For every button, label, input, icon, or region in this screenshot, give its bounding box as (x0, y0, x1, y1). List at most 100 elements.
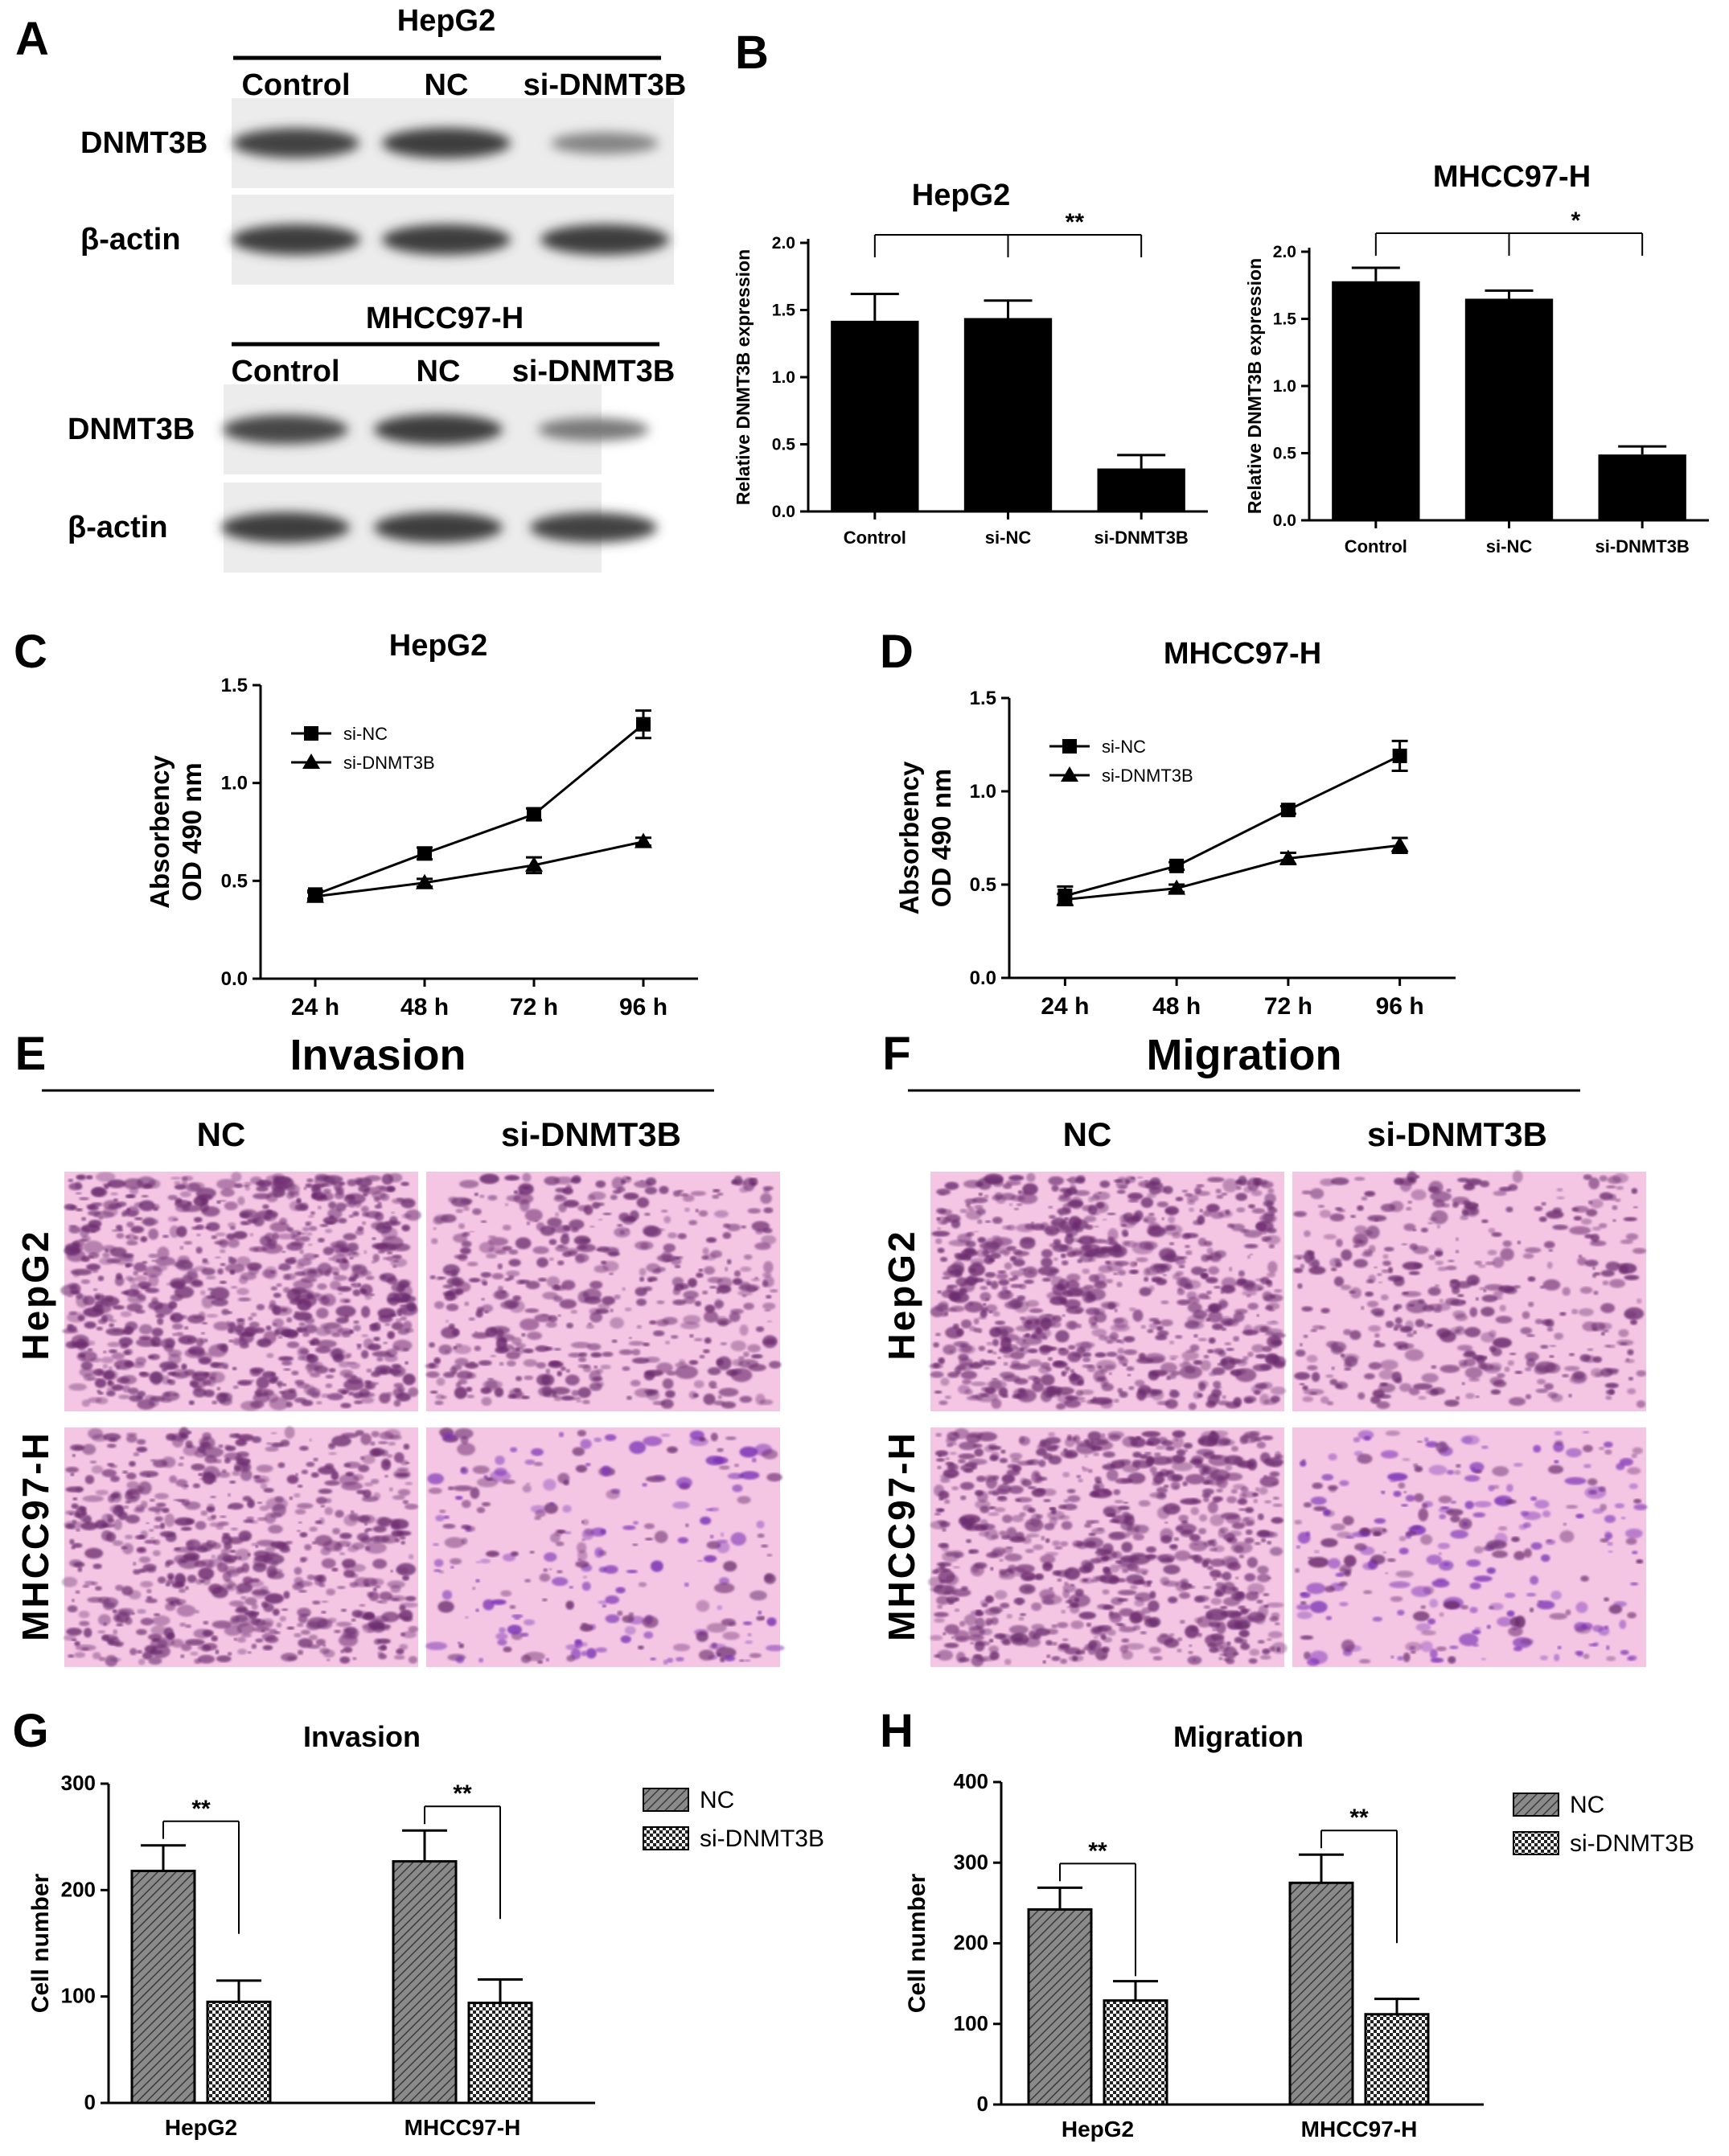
panel-d-mhcc97h-line-chart: MHCC97-H 0.0 0.5 1.0 1.5 Absorbency OD 490 nm 2… (894, 637, 1456, 1020)
bar-B2-2 (1598, 454, 1686, 520)
x-tick-label-G-1: MHCC97-H (405, 2115, 521, 2140)
legend-label-C-1: si-DNMT3B (343, 753, 435, 773)
y-tick-label-B1-4: 2.0 (772, 234, 795, 253)
bar-H-1-1 (1364, 2013, 1430, 2106)
bar-H-1-0 (1288, 1881, 1354, 2106)
x-tick-label-B2-2: si-DNMT3B (1595, 536, 1689, 556)
blot-row-label-mhcc-0: DNMT3B (68, 413, 195, 446)
y-axis-label-B1: Relative DNMT3B expression (733, 249, 754, 505)
bar-B2-1 (1464, 298, 1554, 520)
micrograph-invasion-0 (60, 1172, 421, 1411)
y-tick-label-B2-1: 0.5 (1273, 445, 1297, 463)
y-tick-label-B2-3: 1.5 (1273, 310, 1297, 329)
y-axis-label-C-0: Absorbency (145, 754, 175, 908)
y-tick-label-H-1: 100 (954, 2011, 988, 2035)
blot-band-mhcc-0-2 (538, 417, 649, 441)
y-tick-label-B2-4: 2.0 (1273, 243, 1296, 261)
point-C-1-2 (525, 856, 543, 872)
panel-c-hepg2-line-chart: HepG2 0.0 0.5 1.0 1.5 Absorbency OD 490 nm 24 h… (145, 629, 698, 1021)
panel-letters: A B C D E F G H (12, 13, 914, 1757)
bar-H-0-0 (1027, 1908, 1093, 2106)
x-tick-label-B2-0: Control (1345, 536, 1407, 556)
y-tick-label-G-1: 100 (61, 1984, 96, 2008)
blot-lane-label-hepg2-1: NC (425, 68, 469, 102)
legend-label-G-1: si-DNMT3B (700, 1825, 824, 1852)
blot-band-mhcc-1-1 (374, 512, 503, 543)
y-tick-label-G-2: 200 (61, 1877, 96, 1901)
blot-band-hepg2-0-1 (382, 128, 511, 158)
micrograph-invasion-1 (425, 1172, 782, 1411)
y-tick-label-H-0: 0 (977, 2092, 988, 2116)
blot-band-hepg2-0-0 (232, 128, 359, 158)
y-axis-label-D-1: OD 490 nm (926, 769, 956, 907)
legend-label-D-1: si-DNMT3B (1102, 766, 1193, 786)
series-line-C-0 (314, 723, 644, 896)
panel-e-invasion-micrographs: Invasion NC si-DNMT3B HepG2 MHCC97-H (14, 1031, 785, 1667)
y-axis-label-B2: Relative DNMT3B expression (1244, 258, 1265, 514)
blot-band-mhcc-0-0 (223, 414, 348, 445)
bar-G-1-1 (467, 2002, 533, 2105)
panel-letter-f: F (882, 1028, 910, 1080)
blot-lane-label-hepg2-2: si-DNMT3B (524, 68, 687, 102)
point-C-1-3 (635, 832, 652, 848)
micro-col-label-migration-0: NC (1063, 1115, 1112, 1153)
micro-col-label-invasion-1: si-DNMT3B (501, 1115, 681, 1153)
micrograph-migration-0 (929, 1172, 1287, 1411)
x-tick-label-B1-1: si-NC (985, 528, 1032, 548)
x-tick-label-D-2: 72 h (1264, 993, 1312, 1020)
series-line-D-0 (1064, 754, 1401, 897)
y-tick-label-D-0: 0.0 (970, 967, 996, 989)
panel-f-migration-micrographs: Migration NC si-DNMT3B HepG2 MHCC97-H (881, 1031, 1648, 1667)
blot-band-mhcc-0-1 (374, 414, 503, 445)
x-tick-label-C-3: 96 h (619, 994, 667, 1021)
y-tick-label-H-3: 300 (954, 1850, 988, 1874)
y-axis-label-H: Cell number (904, 1873, 930, 2013)
legend-label-D-0: si-NC (1102, 737, 1146, 757)
blot-band-mhcc-1-0 (221, 512, 350, 543)
micro-row-label-invasion-0: HepG2 (14, 1229, 56, 1360)
legend-swatch-H-0 (1513, 1793, 1559, 1817)
legend-marker-C-0 (304, 726, 318, 741)
bar-G-0-1 (206, 2000, 272, 2105)
y-tick-label-C-3: 1.5 (221, 675, 248, 696)
y-tick-label-B2-2: 1.0 (1273, 377, 1296, 396)
y-tick-label-H-2: 200 (954, 1931, 988, 1955)
x-tick-label-B2-1: si-NC (1486, 536, 1533, 556)
x-tick-label-D-1: 48 h (1152, 993, 1201, 1020)
legend-marker-D-0 (1062, 739, 1077, 754)
y-tick-label-B1-2: 1.0 (772, 368, 795, 387)
blot-lane-label-mhcc-1: NC (417, 355, 461, 388)
y-tick-label-D-1: 0.5 (970, 874, 996, 896)
y-tick-label-G-0: 0 (84, 2090, 96, 2114)
blot-band-hepg2-0-2 (551, 132, 659, 154)
panel-letter-c: C (14, 626, 47, 678)
significance-star-H-0: ** (1088, 1838, 1107, 1864)
blot-row-label-mhcc-1: β-actin (68, 511, 168, 544)
x-tick-label-H-1: MHCC97-H (1301, 2117, 1418, 2142)
series-line-C-1 (314, 840, 644, 898)
y-axis-label-D-0: Absorbency (894, 761, 924, 914)
blot-title-hepg2: HepG2 (397, 4, 495, 38)
point-C-0-1 (417, 846, 432, 861)
significance-star-B1: ** (1066, 209, 1085, 236)
panel-letter-g: G (12, 1705, 48, 1757)
blot-lane-label-mhcc-0: Control (231, 355, 339, 388)
legend-swatch-G-0 (643, 1788, 689, 1812)
legend-label-G-0: NC (700, 1787, 734, 1813)
micrograph-migration-2 (927, 1427, 1288, 1667)
significance-star-G-0: ** (191, 1796, 211, 1822)
point-D-1-2 (1279, 849, 1297, 865)
x-tick-label-G-0: HepG2 (165, 2115, 237, 2140)
chart-title-C: HepG2 (389, 629, 487, 663)
blot-band-hepg2-1-2 (540, 224, 669, 255)
legend-label-H-0: NC (1570, 1792, 1604, 1818)
point-D-0-3 (1392, 748, 1407, 763)
panel-g-invasion-bar-chart: Invasion 0 100 200 300 Cell number ** HepG2 ** MH… (27, 1720, 824, 2140)
x-tick-label-C-2: 72 h (510, 994, 558, 1021)
blot-lane-label-hepg2-0: Control (241, 68, 350, 102)
y-tick-label-B1-0: 0.0 (772, 503, 795, 521)
micro-row-label-migration-0: HepG2 (881, 1229, 922, 1360)
y-tick-label-G-3: 300 (61, 1771, 96, 1795)
blot-band-hepg2-1-0 (232, 224, 360, 255)
